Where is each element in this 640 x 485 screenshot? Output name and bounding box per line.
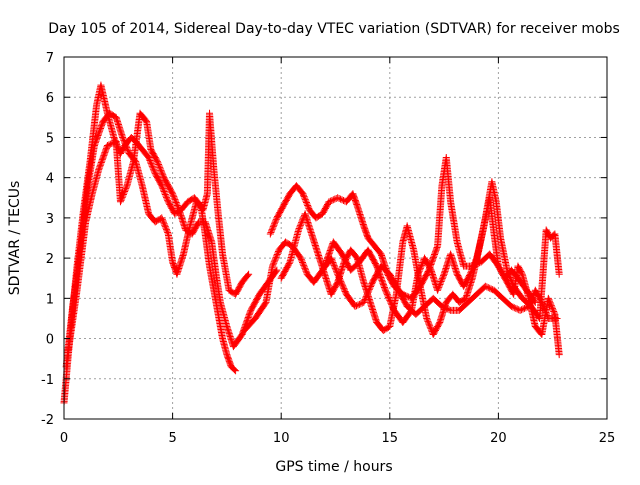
y-tick-label: 0 — [46, 333, 54, 348]
y-tick-label: 3 — [46, 212, 54, 227]
y-axis-label: SDTVAR / TECUs — [7, 181, 23, 296]
x-tick-label: 0 — [60, 431, 68, 446]
y-tick-label: 2 — [46, 252, 54, 267]
chart-title: Day 105 of 2014, Sidereal Day-to-day VTE… — [48, 21, 620, 37]
y-tick-label: -2 — [41, 413, 54, 428]
x-axis-label: GPS time / hours — [275, 459, 392, 475]
x-tick-label: 15 — [382, 431, 399, 446]
y-tick-label: 6 — [46, 91, 54, 106]
grid-layer — [64, 57, 607, 419]
series-trace-7 — [321, 194, 539, 326]
series-trace-3 — [64, 109, 281, 355]
y-tick-label: 1 — [46, 292, 54, 307]
ticks-layer: 0 5 10 15 20 25 -2 -1 0 1 2 3 4 5 6 7 — [41, 51, 615, 446]
x-tick-label: 20 — [490, 431, 507, 446]
points-layer — [60, 81, 563, 407]
data-point-markers — [321, 194, 539, 326]
x-tick-label: 10 — [273, 431, 290, 446]
x-tick-label: 25 — [599, 431, 616, 446]
y-tick-label: -1 — [41, 373, 54, 388]
plot-frame — [63, 56, 608, 420]
data-point-markers — [64, 109, 281, 355]
y-tick-label: 7 — [46, 51, 54, 66]
y-tick-label: 5 — [46, 131, 54, 146]
y-tick-label: 4 — [46, 172, 54, 187]
x-tick-label: 5 — [168, 431, 176, 446]
